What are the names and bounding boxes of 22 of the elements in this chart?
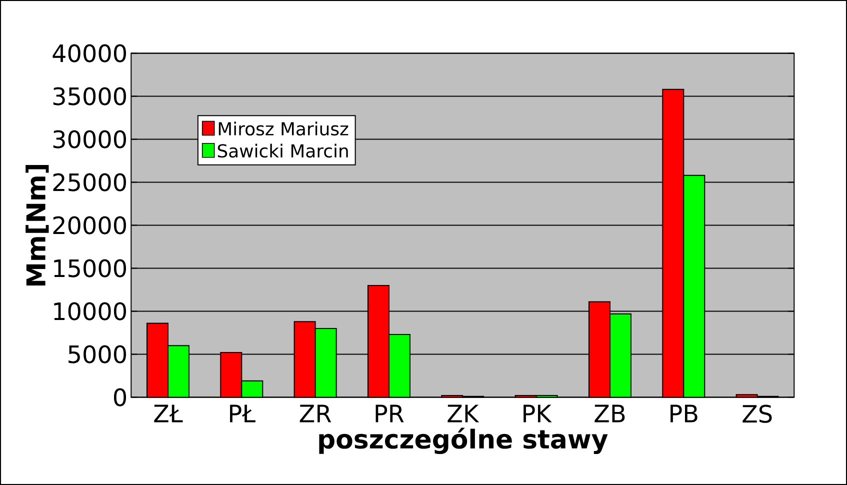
y-tick-label: 15000 [54,259,126,278]
x-tick-label: PK [524,404,552,422]
x-tick-label: ZR [300,404,332,422]
x-tick-label: ZS [742,404,772,423]
y-tick-label: 10000 [54,302,126,320]
y-tick-label: 30000 [53,130,126,148]
y-tick-label: 20000 [53,216,126,234]
y-tick-label: 0 [114,388,126,406]
y-tick-label: 5000 [68,345,126,364]
y-tick-label: 35000 [53,87,126,106]
x-tick-label: PŁ [230,404,256,422]
x-tick-label: ZŁ [154,404,183,422]
legend-label: Sawicki Marcin [218,144,348,158]
y-axis-title: Mm[Nm] [26,164,49,286]
y-tick-label: 25000 [53,173,126,192]
x-tick-label: PR [376,404,404,422]
x-tick-label: PB [670,404,698,422]
y-tick-label: 40000 [52,44,126,62]
x-tick-label: ZK [448,404,480,422]
x-axis-title: poszczególne stawy [319,428,608,454]
x-tick-label: ZB [594,404,625,422]
legend-label: Mirosz Mariusz [218,122,348,136]
